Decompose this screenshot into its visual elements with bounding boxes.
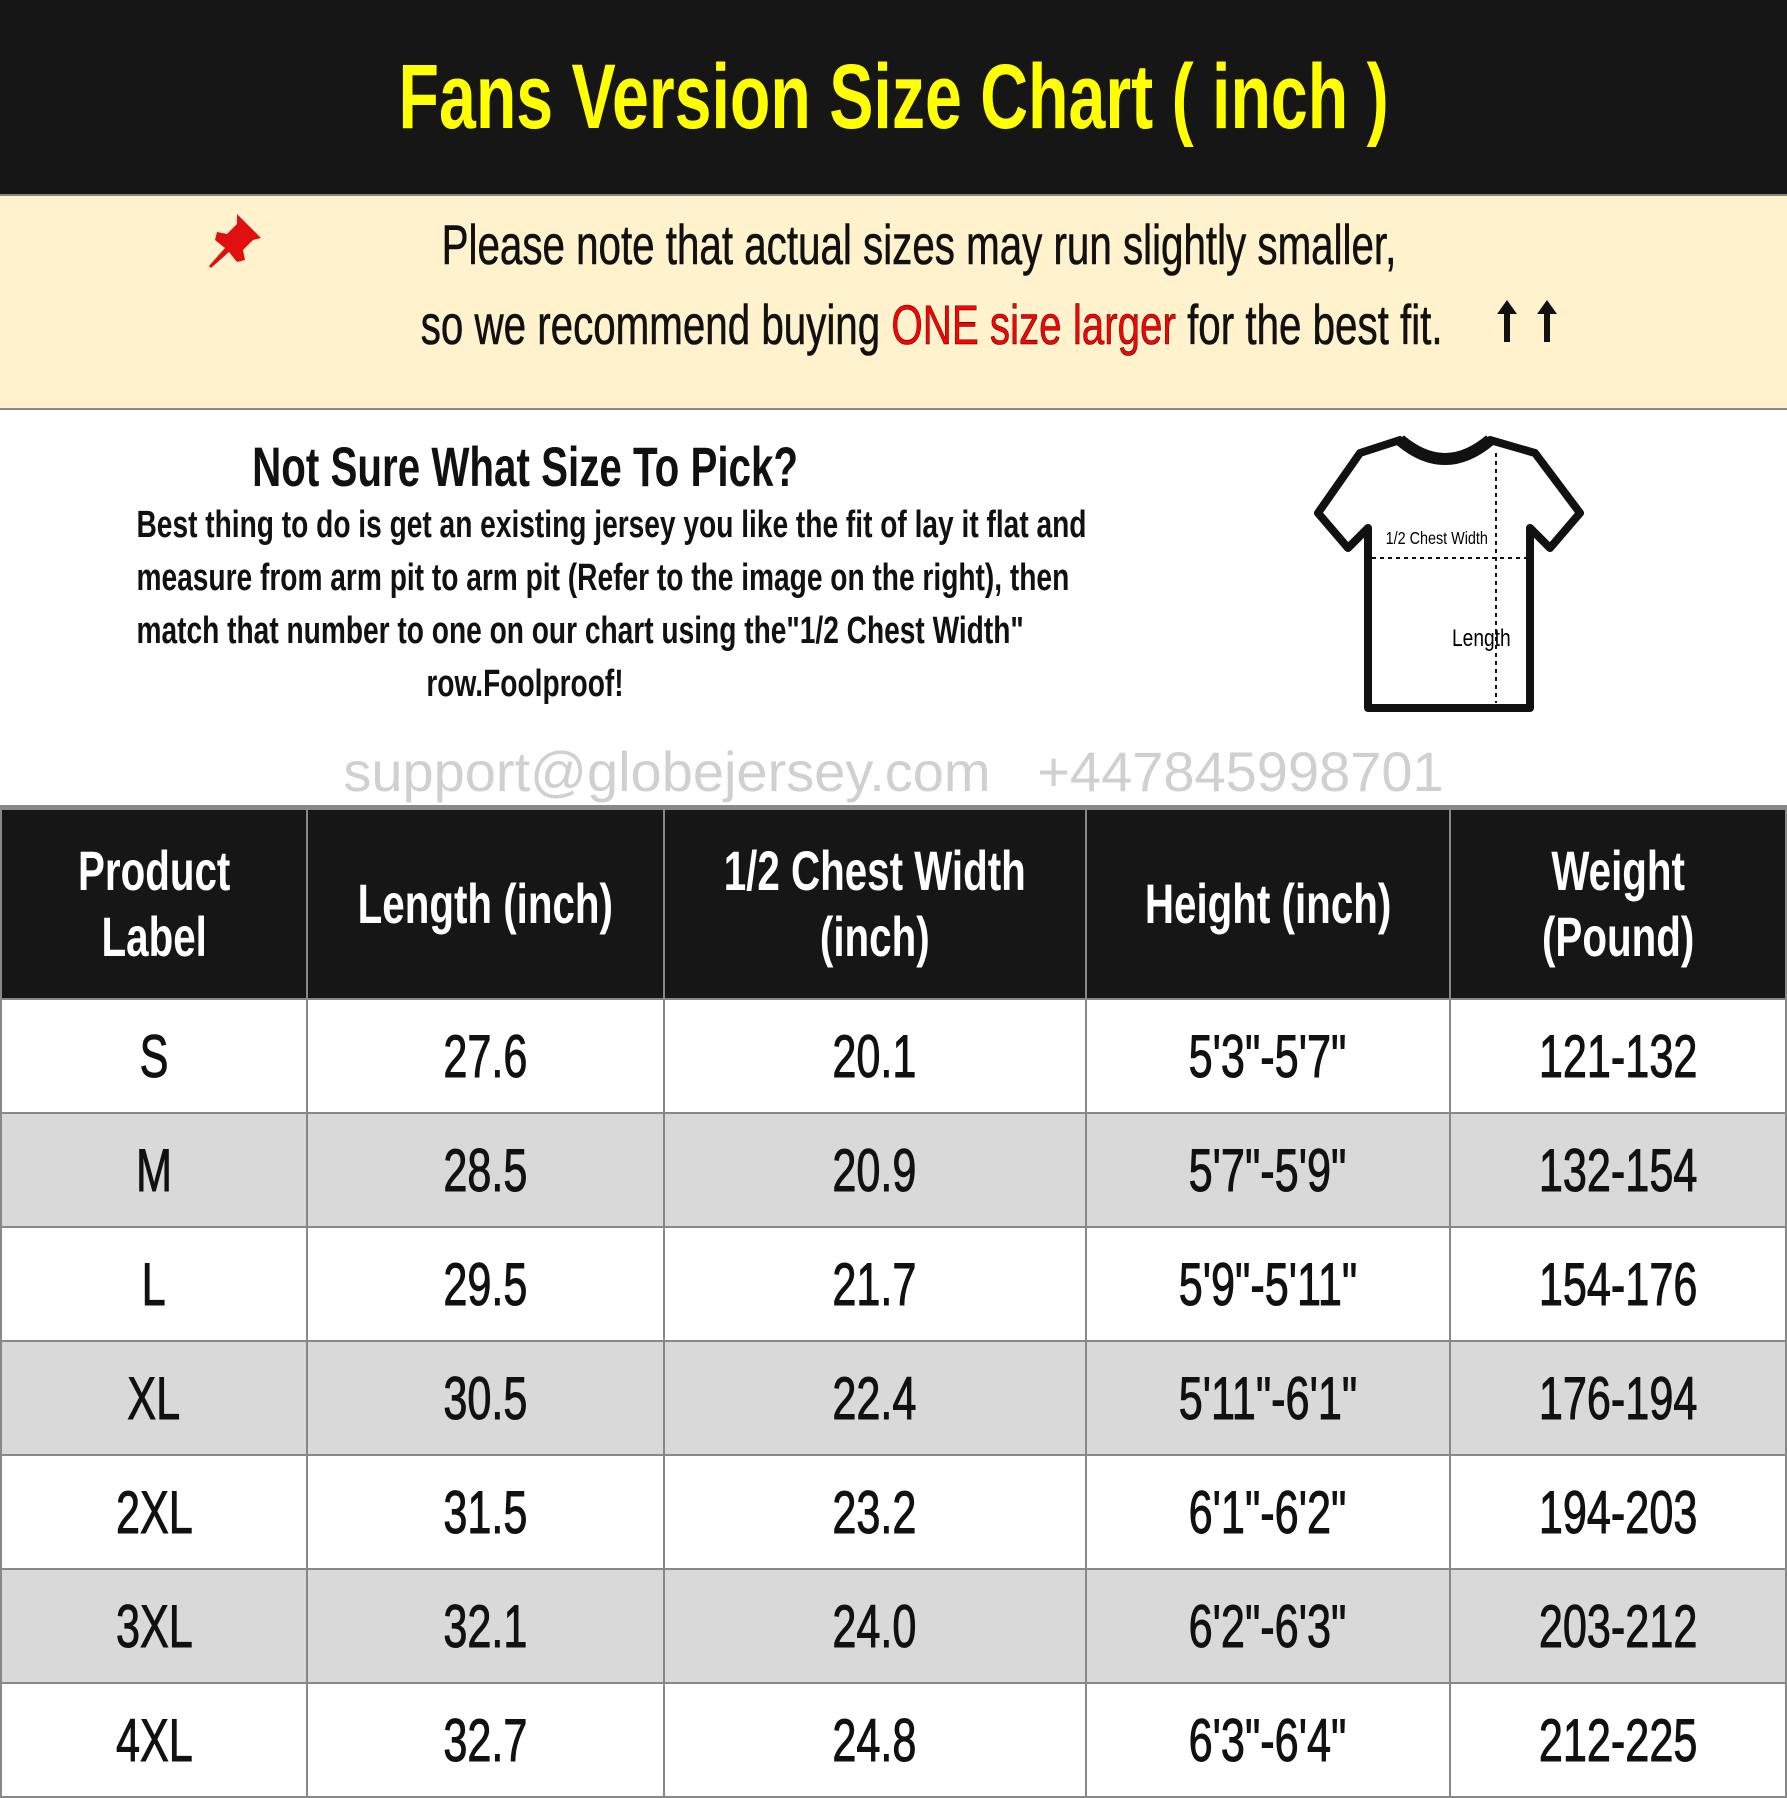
column-header: 1/2 Chest Width (inch) <box>662 808 1087 1000</box>
table-row: M 28.5 20.9 5'7"-5'9" 132-154 <box>0 1112 1787 1228</box>
table-row: 4XL 32.7 24.8 6'3"-6'4" 212-225 <box>0 1682 1787 1798</box>
table-cell: 132-154 <box>1448 1112 1787 1228</box>
table-cell: 32.7 <box>306 1682 665 1798</box>
size-guide-text: measure from arm pit to arm pit (Refer t… <box>136 557 1070 599</box>
page-title: Fans Version Size Chart ( inch ) <box>398 45 1389 148</box>
table-row: XL 30.5 22.4 5'11"-6'1" 176-194 <box>0 1340 1787 1456</box>
table-header-row: Product Label Length (inch) 1/2 Chest Width… <box>0 808 1787 1000</box>
table-cell: 5'11"-6'1" <box>1084 1340 1451 1456</box>
table-cell: 212-225 <box>1448 1682 1787 1798</box>
notice-line-1: Please note that actual sizes may run sl… <box>441 213 1397 277</box>
notice-highlight: ONE size larger <box>890 293 1176 357</box>
size-guide-section: Not Sure What Size To Pick? Best thing t… <box>0 410 1787 808</box>
table-row: L 29.5 21.7 5'9"-5'11" 154-176 <box>0 1226 1787 1342</box>
table-cell: 24.0 <box>662 1568 1087 1684</box>
size-guide-text: match that number to one on our chart us… <box>136 610 1024 652</box>
table-cell: 203-212 <box>1448 1568 1787 1684</box>
table-cell: 31.5 <box>306 1454 665 1570</box>
table-cell: 23.2 <box>662 1454 1087 1570</box>
notice-line-2: so we recommend buying ONE size larger f… <box>420 293 1443 357</box>
column-header: Height (inch) <box>1084 808 1451 1000</box>
size-table: Product Label Length (inch) 1/2 Chest Width… <box>0 808 1787 1798</box>
table-cell: 3XL <box>0 1568 309 1684</box>
table-cell: 6'2"-6'3" <box>1084 1568 1451 1684</box>
notice-banner: Please note that actual sizes may run sl… <box>0 194 1787 410</box>
table-cell: 6'3"-6'4" <box>1084 1682 1451 1798</box>
pushpin-icon <box>209 214 262 268</box>
table-cell: 6'1"-6'2" <box>1084 1454 1451 1570</box>
table-cell: 154-176 <box>1448 1226 1787 1342</box>
table-cell: 4XL <box>0 1682 309 1798</box>
column-header: Length (inch) <box>306 808 665 1000</box>
size-guide-heading: Not Sure What Size To Pick? <box>252 435 798 498</box>
arrow-up-icon <box>1497 300 1558 342</box>
table-cell: 5'7"-5'9" <box>1084 1112 1451 1228</box>
title-banner: Fans Version Size Chart ( inch ) <box>0 0 1787 194</box>
column-header: Product Label <box>0 808 309 1000</box>
table-cell: M <box>0 1112 309 1228</box>
table-cell: 27.6 <box>306 998 665 1114</box>
table-cell: L <box>0 1226 309 1342</box>
table-cell: 176-194 <box>1448 1340 1787 1456</box>
table-cell: 21.7 <box>662 1226 1087 1342</box>
table-cell: 5'9"-5'11" <box>1084 1226 1451 1342</box>
table-cell: 28.5 <box>306 1112 665 1228</box>
column-header: Weight (Pound) <box>1448 808 1787 1000</box>
table-row: S 27.6 20.1 5'3"-5'7" 121-132 <box>0 998 1787 1114</box>
table-cell: 2XL <box>0 1454 309 1570</box>
table-cell: 5'3"-5'7" <box>1084 998 1451 1114</box>
table-cell: 20.9 <box>662 1112 1087 1228</box>
table-row: 3XL 32.1 24.0 6'2"-6'3" 203-212 <box>0 1568 1787 1684</box>
table-cell: 22.4 <box>662 1340 1087 1456</box>
length-label: Length <box>1452 624 1511 652</box>
table-cell: XL <box>0 1340 309 1456</box>
table-cell: 30.5 <box>306 1340 665 1456</box>
table-row: 2XL 31.5 23.2 6'1"-6'2" 194-203 <box>0 1454 1787 1570</box>
size-guide-text: row.Foolproof! <box>426 663 624 705</box>
table-cell: 20.1 <box>662 998 1087 1114</box>
table-cell: 24.8 <box>662 1682 1087 1798</box>
table-cell: S <box>0 998 309 1114</box>
size-guide-text: Best thing to do is get an existing jers… <box>136 504 1087 546</box>
table-cell: 32.1 <box>306 1568 665 1684</box>
chest-width-label: 1/2 Chest Width <box>1386 529 1488 549</box>
table-cell: 29.5 <box>306 1226 665 1342</box>
table-cell: 194-203 <box>1448 1454 1787 1570</box>
tshirt-diagram: 1/2 Chest Width Length <box>1314 435 1584 712</box>
table-cell: 121-132 <box>1448 998 1787 1114</box>
